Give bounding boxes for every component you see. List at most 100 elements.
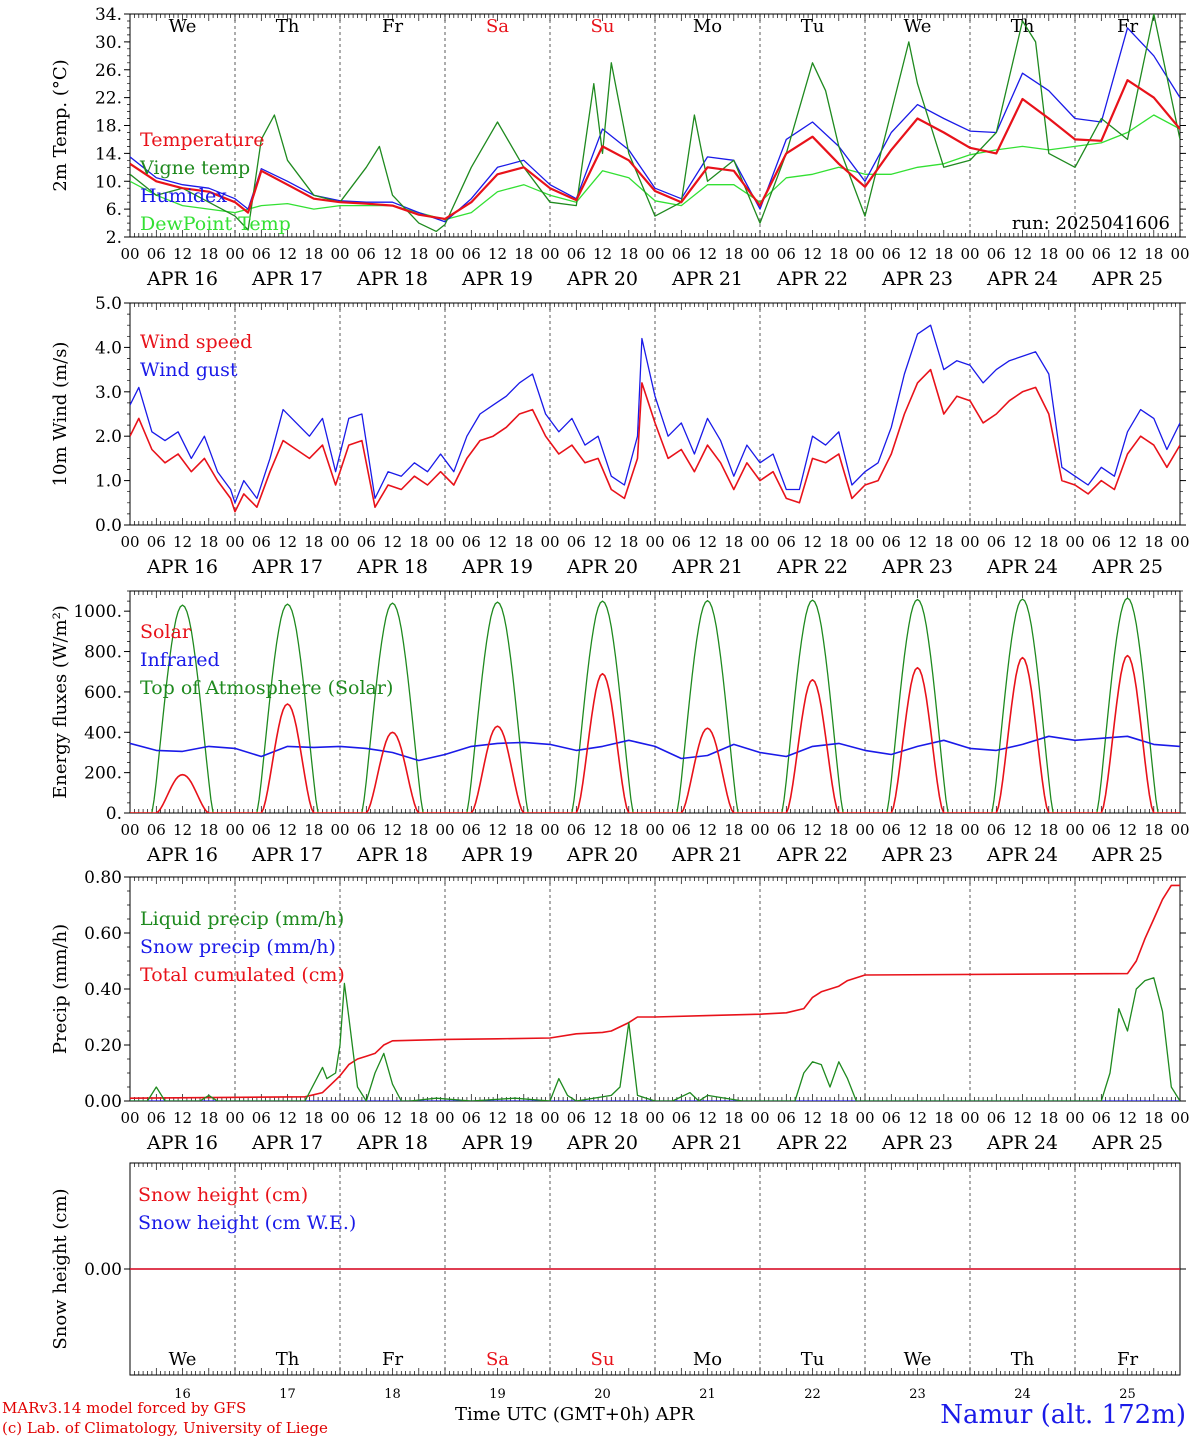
day-name: Sa xyxy=(486,16,509,37)
x-hour-label: 12 xyxy=(1013,821,1032,839)
series-group xyxy=(130,324,1180,513)
day-name: Sa xyxy=(486,1349,509,1370)
day-name: Tu xyxy=(801,16,825,37)
x-hour-label: 12 xyxy=(1013,245,1032,263)
x-hour-label: 06 xyxy=(882,245,901,263)
x-hour-label: 12 xyxy=(278,533,297,551)
x-hour-label: 00 xyxy=(855,245,874,263)
x-hour-label: 00 xyxy=(435,1109,454,1127)
x-date-label: APR 21 xyxy=(671,1132,743,1154)
x-hour-label: 12 xyxy=(278,1109,297,1127)
day-name: Fr xyxy=(1117,1349,1138,1370)
x-hour-label: 06 xyxy=(357,821,376,839)
x-hour-label: 12 xyxy=(1013,1109,1032,1127)
legend-entry: Top of Atmosphere (Solar) xyxy=(140,677,393,699)
y-tick-label: 0.20 xyxy=(84,1036,122,1056)
y-tick-label: 2. xyxy=(106,228,122,248)
x-hour-label: 06 xyxy=(357,245,376,263)
x-hour-label: 00 xyxy=(120,245,139,263)
x-date-label: APR 22 xyxy=(776,1132,848,1154)
series-line-dewpoint-temp xyxy=(130,114,1180,221)
x-hour-label: 12 xyxy=(908,821,927,839)
x-hour-label: 06 xyxy=(252,533,271,551)
x-hour-label: 06 xyxy=(567,245,586,263)
x-hour-label: 12 xyxy=(1118,533,1137,551)
x-hour-label: 12 xyxy=(803,245,822,263)
y-tick-label: 3.0 xyxy=(95,383,122,403)
x-hour-label: 12 xyxy=(488,245,507,263)
x-hour-label: 18 xyxy=(934,1109,953,1127)
x-hour-label: 06 xyxy=(462,533,481,551)
x-hour-label: 06 xyxy=(252,245,271,263)
x-hour-label: 00 xyxy=(855,1109,874,1127)
y-tick-label: 0.40 xyxy=(84,980,122,1000)
y-tick-label: 0. xyxy=(106,804,122,824)
x-hour-label: 18 xyxy=(934,245,953,263)
series-line-vigne-temp xyxy=(130,14,1180,233)
x-hour-label: 00 xyxy=(645,533,664,551)
x-hour-label: 18 xyxy=(199,245,218,263)
legend-entry: Humidex xyxy=(140,185,227,207)
x-hour-label: 00 xyxy=(750,245,769,263)
run-annotation: run: 2025041606 xyxy=(1012,213,1170,234)
series-line-total-cumulated-cm- xyxy=(130,884,1180,1099)
y-tick-label: 600. xyxy=(84,683,122,703)
y-minor-ticks xyxy=(127,13,1183,238)
day-number: 24 xyxy=(1014,1387,1031,1400)
y-tick-label: 34. xyxy=(95,5,122,25)
panel-3: 0. 200. 400. 600. 800. 1000.Energy fluxes (W/… xyxy=(50,590,1190,866)
x-hour-label: 12 xyxy=(173,245,192,263)
x-date-label: APR 20 xyxy=(566,1132,638,1154)
hour-ticks xyxy=(129,14,1181,237)
y-tick-label: 1000. xyxy=(73,602,122,622)
x-hour-label: 12 xyxy=(698,821,717,839)
x-hour-label: 12 xyxy=(803,533,822,551)
x-hour-label: 18 xyxy=(619,821,638,839)
x-date-label: APR 18 xyxy=(356,556,428,578)
x-hour-label: 06 xyxy=(777,533,796,551)
x-hour-label: 06 xyxy=(147,533,166,551)
x-hour-label: 06 xyxy=(672,1109,691,1127)
x-hour-label: 12 xyxy=(1118,821,1137,839)
x-date-label: APR 16 xyxy=(146,844,218,866)
x-hour-label: 18 xyxy=(304,1109,323,1127)
x-hour-label: 06 xyxy=(1092,1109,1111,1127)
x-hour-label: 06 xyxy=(567,533,586,551)
x-date-label: APR 20 xyxy=(566,844,638,866)
x-hour-label: 06 xyxy=(567,1109,586,1127)
series-line-wind-speed xyxy=(130,368,1180,513)
x-hour-label: 12 xyxy=(593,821,612,839)
x-date-label: APR 23 xyxy=(881,556,953,578)
x-date-label: APR 18 xyxy=(356,268,428,290)
day-name: We xyxy=(904,16,932,37)
lab-credit: (c) Lab. of Climatology, University of L… xyxy=(2,1419,328,1437)
x-hour-label: 00 xyxy=(225,533,244,551)
x-hour-label: 00 xyxy=(540,245,559,263)
x-hour-label: 06 xyxy=(882,533,901,551)
legend-entry: Infrared xyxy=(140,649,220,671)
panel-1: 2. 6. 10. 14. 18. 22. 26. 30. 34. 2m Temp. (°C) 00… xyxy=(50,5,1190,290)
legend-entry: Total cumulated (cm) xyxy=(140,964,345,986)
x-hour-label: 12 xyxy=(698,245,717,263)
x-date-label: APR 17 xyxy=(251,1132,323,1154)
x-hour-label: 18 xyxy=(724,245,743,263)
day-name: Su xyxy=(591,16,615,37)
x-date-label: APR 19 xyxy=(461,844,533,866)
x-hour-label: 12 xyxy=(1013,533,1032,551)
x-hour-label: 00 xyxy=(435,533,454,551)
day-number: 21 xyxy=(699,1387,716,1400)
series-line-humidex xyxy=(130,27,1180,223)
y-minor-ticks xyxy=(127,590,1183,814)
x-hour-label: 18 xyxy=(1144,821,1163,839)
x-date-label: APR 25 xyxy=(1091,844,1163,866)
y-tick-label: 18. xyxy=(95,117,122,137)
legend-entry: DewPoint Temp xyxy=(140,213,291,235)
x-hour-label: 06 xyxy=(462,1109,481,1127)
x-hour-label: 18 xyxy=(619,245,638,263)
day-number: 16 xyxy=(174,1387,191,1400)
x-hour-label: 18 xyxy=(829,245,848,263)
y-tick-label: 0.60 xyxy=(84,924,122,944)
x-hour-label: 00 xyxy=(1065,533,1084,551)
y-tick-label: 5.0 xyxy=(95,294,122,314)
x-hour-label: 00 xyxy=(855,821,874,839)
